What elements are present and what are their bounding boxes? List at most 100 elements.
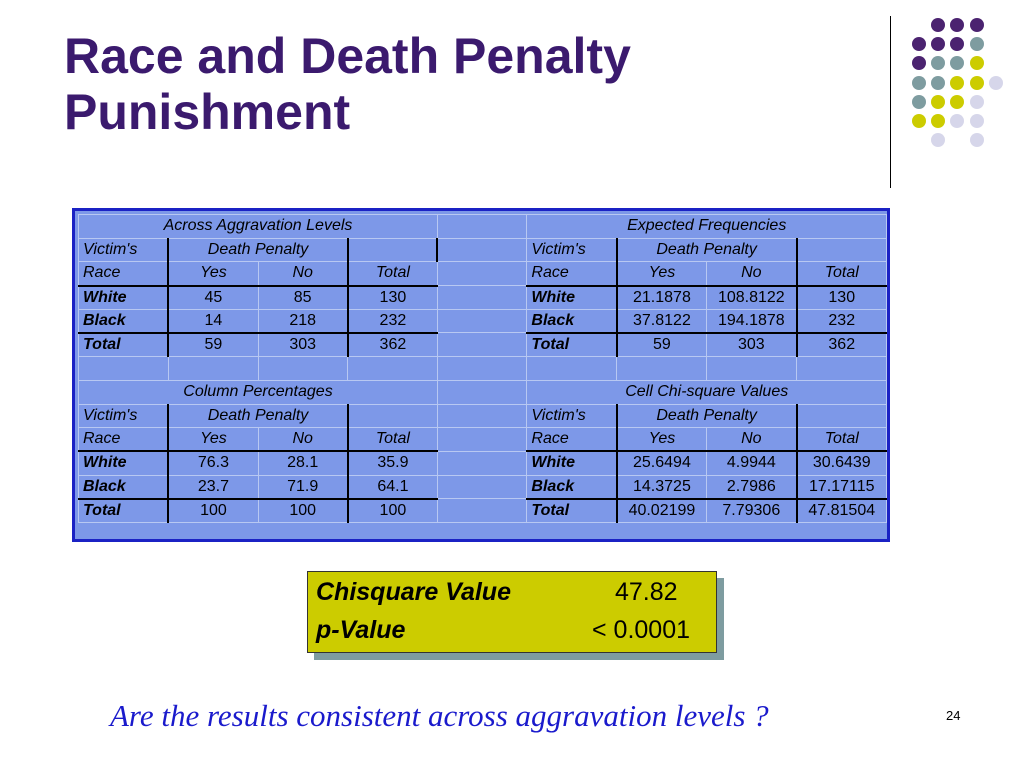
table-cell: 64.1 [346,474,438,500]
decorative-dot [931,37,946,52]
decorative-dot [931,75,946,90]
table-gap-cell [436,450,528,476]
table-title-across: Across Aggravation Levels [78,214,438,239]
table-cell: 45 [167,285,259,310]
row-label-black: Black [78,308,170,334]
header-race: Race [78,261,170,287]
header-total: Total [346,427,438,453]
header-no: No [706,261,798,287]
decorative-dot [931,133,946,148]
table-cell: 232 [795,308,887,334]
table-gap-cell [436,214,528,239]
table-cell: 4.9944 [706,450,798,476]
decorative-dot [969,75,984,90]
table-cell: 17.17115 [795,474,887,500]
header-total: Total [795,261,887,287]
table-cell: 303 [706,332,798,358]
table-gap-cell [436,403,528,429]
table-cell: 100 [167,498,259,523]
chisquare-summary-box: Chisquare Value 47.82 p-Value < 0.0001 [307,571,717,653]
table-gap-cell [436,237,528,263]
table-cell: 108.8122 [706,285,798,310]
table-title-expected: Expected Frequencies [526,214,887,239]
row-label-total: Total [526,332,618,358]
decorative-dot [912,114,926,128]
table-cell: 362 [346,332,438,358]
spacer-cell [167,356,259,381]
header-blank [795,237,887,263]
table-gap-cell [436,474,528,500]
discussion-question: Are the results consistent across aggrav… [110,698,769,733]
table-cell: 7.79306 [706,498,798,523]
row-label-white: White [78,450,170,476]
header-victims: Victim's [526,237,618,263]
decorative-dot [969,133,984,148]
header-victims: Victim's [526,403,618,429]
pvalue-label: p-Value [316,616,406,644]
table-cell: 14.3725 [616,474,708,500]
header-no: No [706,427,798,453]
contingency-tables: Across Aggravation Levels Expected Frequ… [72,208,890,542]
row-label-black: Black [526,308,618,334]
decorative-dot [950,94,965,109]
decorative-dot [950,56,965,71]
decorative-dot [950,114,965,128]
decorative-dot [969,37,984,52]
header-race: Race [526,427,618,453]
decorative-dot [969,56,984,71]
decorative-dot [988,75,1003,90]
table-cell: 232 [346,308,438,334]
decorative-dot [931,18,946,32]
table-cell: 218 [257,308,349,334]
page-number: 24 [946,708,961,723]
table-cell: 76.3 [167,450,259,476]
header-death-penalty: Death Penalty [616,403,798,429]
chisquare-label: Chisquare Value [316,578,511,606]
table-cell: 59 [167,332,259,358]
table-cell: 303 [257,332,349,358]
header-yes: Yes [616,427,708,453]
header-total: Total [346,261,438,287]
spacer-cell [257,356,349,381]
header-victims: Victim's [78,403,170,429]
slide-title: Race and Death Penalty Punishment [64,28,631,140]
decorative-dot [931,114,946,128]
table-gap-cell [436,261,528,287]
table-cell: 85 [257,285,349,310]
decorative-dot [931,56,946,71]
table-title-chisq: Cell Chi-square Values [526,379,887,405]
header-death-penalty: Death Penalty [167,237,349,263]
table-cell: 100 [346,498,438,523]
header-no: No [257,427,349,453]
table-cell: 100 [257,498,349,523]
header-blank [346,237,439,263]
chisquare-value: 47.82 [615,578,678,606]
table-cell: 35.9 [346,450,438,476]
table-gap-cell [436,308,528,334]
decorative-dot [969,94,984,109]
header-blank [795,403,887,429]
row-label-total: Total [526,498,618,523]
decorative-dot [912,94,926,109]
table-cell: 47.81504 [795,498,887,523]
table-cell: 71.9 [257,474,349,500]
table-cell: 362 [795,332,887,358]
header-total: Total [795,427,887,453]
row-label-black: Black [526,474,618,500]
decorative-divider [890,16,891,188]
spacer-cell [616,356,708,381]
row-label-total: Total [78,332,170,358]
table-gap-cell [436,498,528,523]
decorative-dot [912,37,926,52]
header-blank [346,403,438,429]
table-gap-cell [436,356,528,381]
table-cell: 23.7 [167,474,259,500]
table-cell: 30.6439 [795,450,887,476]
pvalue-value: < 0.0001 [592,616,691,644]
decorative-dot [969,18,984,32]
table-gap-cell [436,285,528,310]
row-label-total: Total [78,498,170,523]
table-title-colpct: Column Percentages [78,379,438,405]
spacer-cell [526,356,618,381]
decorative-dot [950,37,965,52]
